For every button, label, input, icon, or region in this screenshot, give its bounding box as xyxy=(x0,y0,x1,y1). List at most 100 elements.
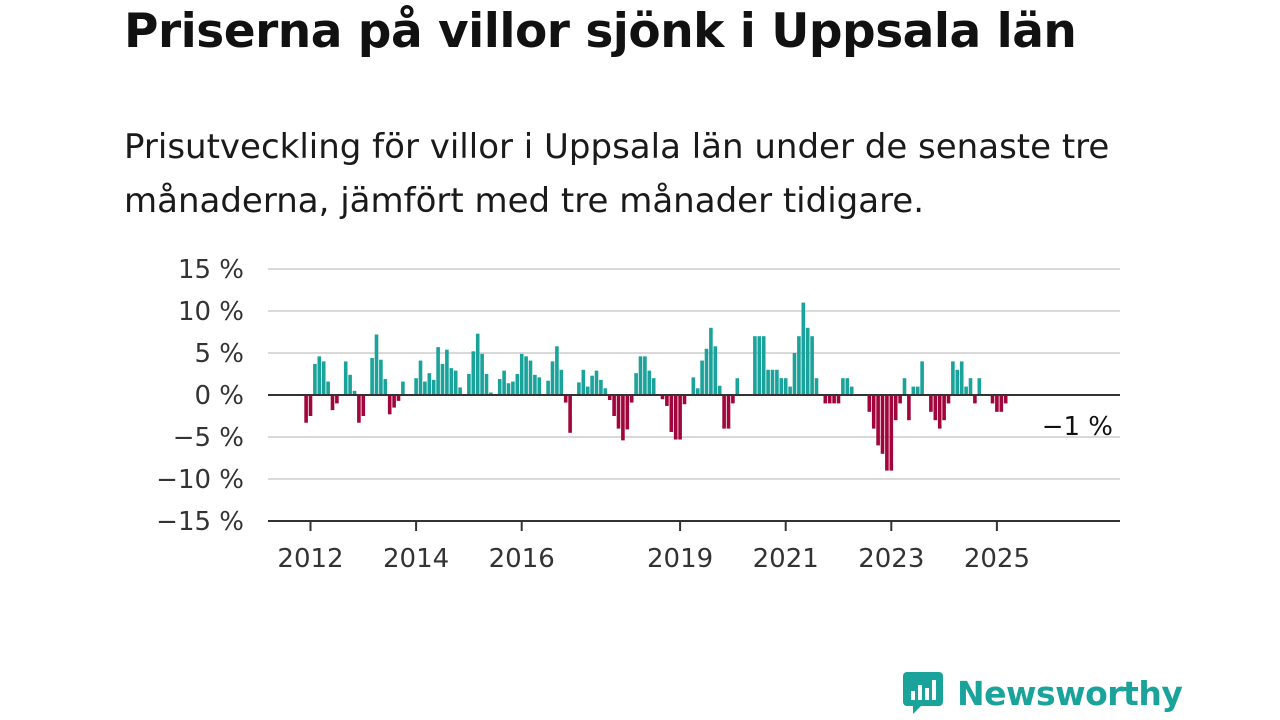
bar xyxy=(880,395,885,454)
bar xyxy=(898,395,902,404)
bar xyxy=(726,395,731,429)
gridlines xyxy=(268,268,1120,480)
bar xyxy=(563,395,568,403)
bar xyxy=(431,379,436,395)
bar xyxy=(695,388,700,395)
bar xyxy=(673,395,678,440)
bar xyxy=(467,374,471,395)
bar xyxy=(370,358,374,395)
bar xyxy=(867,395,872,412)
bar xyxy=(832,395,836,404)
bar xyxy=(484,374,489,395)
bar xyxy=(445,349,449,395)
bar xyxy=(709,327,713,395)
bar xyxy=(827,395,832,404)
bar xyxy=(915,386,920,395)
bar xyxy=(757,336,762,395)
bar xyxy=(959,361,964,395)
bar xyxy=(783,378,788,395)
bar xyxy=(770,369,775,395)
bar xyxy=(581,369,586,395)
bar xyxy=(568,395,572,433)
bar xyxy=(902,378,907,395)
bar xyxy=(735,378,740,395)
bar xyxy=(801,302,806,395)
bar xyxy=(893,395,898,421)
bar xyxy=(836,395,841,404)
bar xyxy=(955,369,960,395)
bar xyxy=(511,381,515,395)
bar xyxy=(629,395,634,403)
bar xyxy=(977,378,982,395)
bar xyxy=(845,378,850,395)
bar xyxy=(731,395,735,404)
bar xyxy=(577,382,581,395)
bar xyxy=(823,395,828,404)
x-tick-label: 2016 xyxy=(489,544,555,574)
bar xyxy=(546,380,550,395)
bar xyxy=(321,361,326,395)
bar xyxy=(440,363,445,395)
bar xyxy=(713,346,718,395)
bar xyxy=(761,336,766,395)
bar xyxy=(352,390,357,395)
x-tick-label: 2019 xyxy=(647,544,713,574)
bar-chart: 15 %10 %5 %0 %−5 %−10 %−15 % 2012 2014 201… xyxy=(156,255,1120,574)
x-tick-label: 2014 xyxy=(383,544,449,574)
bar xyxy=(379,359,383,395)
bar xyxy=(779,378,784,395)
bar xyxy=(665,395,669,406)
x-tick-label: 2021 xyxy=(753,544,819,574)
bar xyxy=(647,370,652,395)
bar xyxy=(427,373,432,395)
bar xyxy=(374,334,379,395)
chart-title: Priserna på villor sjönk i Uppsala län xyxy=(124,4,1077,59)
bar xyxy=(414,378,418,395)
bar xyxy=(691,377,696,395)
y-tick-label: 0 % xyxy=(194,381,244,411)
bar xyxy=(634,373,638,395)
bar xyxy=(968,378,973,395)
bar xyxy=(889,395,894,471)
bar xyxy=(515,374,520,395)
brand-name: Newsworthy xyxy=(957,673,1183,713)
bar xyxy=(383,379,388,395)
bar xyxy=(594,370,599,395)
end-value-label: −1 % xyxy=(1042,412,1113,442)
bar xyxy=(528,360,533,395)
bar xyxy=(480,353,484,395)
y-tick-label: −5 % xyxy=(173,423,244,453)
bar xyxy=(418,360,423,395)
bar xyxy=(317,356,322,395)
newsworthy-logo-icon xyxy=(903,672,943,714)
y-tick-label: −10 % xyxy=(156,465,244,495)
bar xyxy=(805,327,810,395)
bar xyxy=(524,356,528,395)
bar xyxy=(766,369,770,395)
x-tick-label: 2025 xyxy=(964,544,1030,574)
bar xyxy=(599,379,603,395)
bar xyxy=(326,381,330,395)
bar xyxy=(797,336,801,395)
bar xyxy=(871,395,876,429)
bar xyxy=(753,336,757,395)
bar xyxy=(559,369,564,395)
bar xyxy=(638,356,643,395)
bar xyxy=(660,395,665,400)
bar xyxy=(775,369,779,395)
bar xyxy=(942,395,946,421)
y-tick-label: 10 % xyxy=(178,297,244,327)
bar xyxy=(849,386,854,395)
bar xyxy=(911,386,916,395)
y-tick-label: −15 % xyxy=(156,507,244,537)
bar xyxy=(401,381,405,395)
bar xyxy=(810,336,814,395)
y-axis-ticks: 15 % 10 % 5 % 0 % −5 % −10 % −15 % xyxy=(156,255,244,537)
bar xyxy=(387,395,392,415)
bar xyxy=(973,395,977,404)
bar xyxy=(555,346,559,395)
bar xyxy=(682,395,687,405)
bar xyxy=(304,395,308,423)
bar xyxy=(669,395,674,432)
bar xyxy=(453,370,458,395)
